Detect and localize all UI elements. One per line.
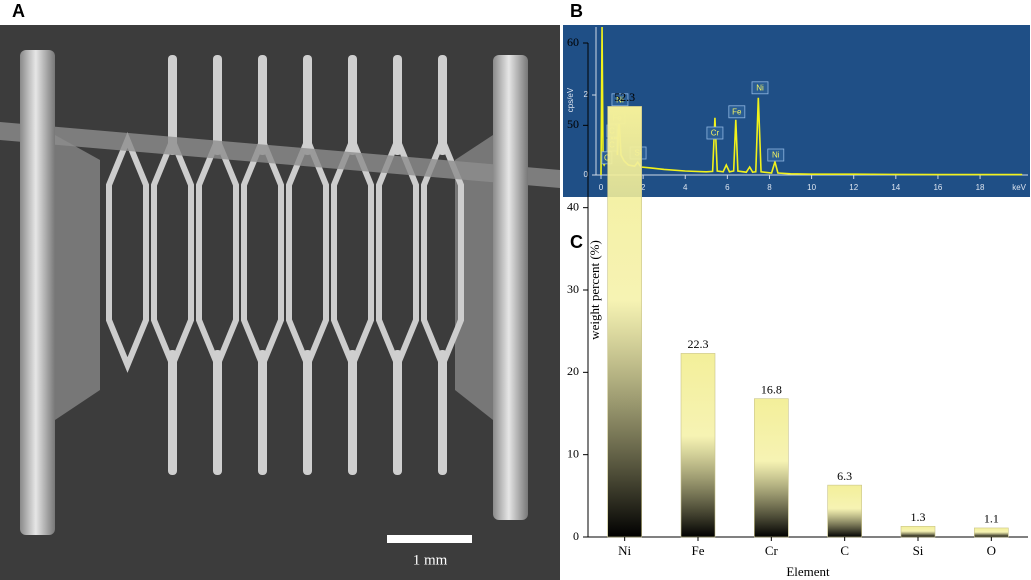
scale-bar: [387, 535, 472, 543]
y-tick-label: 2: [584, 90, 589, 99]
x-tick-label: O: [987, 543, 996, 558]
x-tick-label: Fe: [692, 543, 705, 558]
x-tick-label: 2: [641, 183, 646, 192]
x-axis-label: Element: [786, 564, 830, 579]
annotation-box: [611, 93, 629, 107]
rod: [20, 50, 55, 535]
x-tick-label: 16: [933, 183, 942, 192]
x-tick-label: 14: [891, 183, 900, 192]
y-axis-label: weight percent (%): [587, 240, 602, 340]
cell: [106, 132, 149, 373]
panel-label: C: [570, 232, 583, 252]
y-tick-label: 0: [573, 529, 579, 543]
value-label: 16.8: [761, 382, 782, 396]
value-label: 52.3: [614, 90, 635, 104]
rod: [493, 55, 528, 520]
annotation: Ni: [772, 151, 780, 160]
annotation-box: [751, 81, 769, 95]
x-axis-label: keV: [1012, 183, 1026, 192]
annotation: Ni: [756, 83, 764, 92]
bar: [974, 527, 1009, 538]
strut: [303, 350, 312, 475]
x-tick-label: Si: [913, 543, 924, 558]
x-tick-label: 6: [725, 183, 730, 192]
wire: [0, 122, 560, 188]
y-tick-label: 10: [567, 446, 579, 460]
strut: [258, 350, 267, 475]
scale-bar-label: 1 mm: [413, 552, 448, 568]
x-tick-label: C: [840, 543, 849, 558]
annotation: Fe: [732, 107, 742, 116]
y-tick-label: 30: [567, 282, 579, 296]
annotation-box: [767, 148, 785, 162]
annotation: C: [604, 153, 610, 162]
strut: [258, 55, 267, 155]
strut: [438, 55, 447, 155]
strut: [213, 350, 222, 475]
bar: [900, 525, 936, 538]
value-label: 1.3: [911, 510, 926, 524]
plate: [455, 135, 493, 420]
strut: [393, 55, 402, 155]
plate: [55, 135, 100, 420]
annotation-box: [728, 105, 746, 119]
panel-label: B: [570, 1, 583, 21]
x-tick-label: 8: [767, 183, 772, 192]
strut: [348, 350, 357, 475]
stent: [0, 55, 560, 475]
bar: [827, 484, 862, 538]
value-label: 6.3: [837, 469, 852, 483]
x-tick-label: 12: [849, 183, 858, 192]
strut: [393, 350, 402, 475]
x-tick-label: Cr: [765, 543, 779, 558]
annotation: Cr: [711, 129, 720, 138]
y-tick-label: 20: [567, 364, 579, 378]
strut: [168, 55, 177, 155]
y-axis-label: cps/eV: [566, 87, 575, 112]
annotation: Ni: [616, 95, 624, 104]
panel-label: A: [12, 1, 25, 21]
strut: [303, 55, 312, 155]
x-tick-label: Ni: [618, 543, 631, 558]
x-tick-label: 4: [683, 183, 688, 192]
x-tick-label: 0: [599, 183, 604, 192]
strut: [213, 55, 222, 155]
y-tick-label: 50: [567, 117, 579, 131]
strut: [348, 55, 357, 155]
annotation-box: [706, 126, 724, 140]
bar: [607, 106, 642, 538]
y-tick-label: 40: [567, 199, 579, 213]
bar: [754, 398, 789, 538]
y-tick-label: 60: [567, 35, 579, 49]
x-tick-label: 10: [807, 183, 816, 192]
bar: [680, 353, 716, 538]
strut: [438, 350, 447, 475]
value-label: 22.3: [688, 337, 709, 351]
y-tick-label: 0: [584, 170, 589, 179]
x-tick-label: 18: [976, 183, 985, 192]
strut: [168, 350, 177, 475]
value-label: 1.1: [984, 512, 999, 526]
